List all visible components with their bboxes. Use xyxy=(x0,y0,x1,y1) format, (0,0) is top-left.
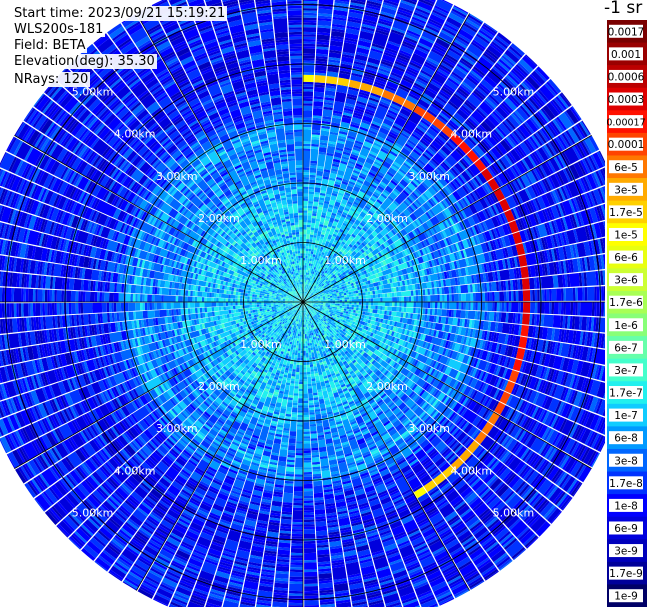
colorbar-tick-label: 1.7e-7 xyxy=(609,388,643,400)
colorbar-tick-bg xyxy=(609,476,643,490)
range-label-4km: 4.00km xyxy=(114,128,156,141)
colorbar-tick-label: 3e-8 xyxy=(614,455,638,467)
colorbar-tick-bg xyxy=(609,544,643,558)
range-label-1km: 1.00km xyxy=(240,338,282,351)
colorbar-tick-label: 1e-8 xyxy=(614,500,638,512)
range-label-5km: 5.00km xyxy=(72,506,114,519)
colorbar-tick-bg xyxy=(609,431,643,445)
range-label-5km: 5.00km xyxy=(493,506,535,519)
colorbar-tick-label: 0.0006 xyxy=(608,71,645,83)
colorbar-tick-bg xyxy=(609,160,643,174)
range-label-3km: 3.00km xyxy=(156,422,198,435)
colorbar-tick-label: 6e-7 xyxy=(614,342,638,354)
radial-lines xyxy=(0,0,605,607)
elevation-label: Elevation(deg): 35.30 xyxy=(12,54,157,69)
colorbar-tick-label: 1e-6 xyxy=(614,320,638,332)
colorbar-tick-label: 1e-7 xyxy=(614,410,638,422)
colorbar-tick-bg xyxy=(609,69,643,83)
colorbar-tick-label: 6e-8 xyxy=(614,433,638,445)
colorbar-tick-bg xyxy=(609,24,643,38)
colorbar-tick-bg xyxy=(609,453,643,467)
range-label-3km: 3.00km xyxy=(156,170,198,183)
colorbar-tick-bg xyxy=(609,363,643,377)
colorbar-tick-bg xyxy=(609,250,643,264)
range-label-1km: 1.00km xyxy=(324,254,366,267)
colorbar-tick-label: 0.0003 xyxy=(608,94,645,106)
radial-line-330deg xyxy=(136,13,304,303)
beta-sectors xyxy=(0,0,605,607)
colorbar-tick-bg xyxy=(609,115,643,129)
range-label-5km: 5.00km xyxy=(72,86,114,99)
colorbar-tick-label: 3e-6 xyxy=(614,275,638,287)
colorbar-tick-label: 6e-9 xyxy=(614,523,638,535)
colorbar: 0.0017 0.001 0.0006 0.0003 0.00017 0.0001 6e-5… xyxy=(607,20,647,607)
colorbar-tick-bg xyxy=(609,182,643,196)
colorbar-tick-label: 3e-7 xyxy=(614,365,638,377)
ppi-polar-plot: 1.00km 2.00km 3.00km 4.00km 5.00km 1.00km 2.00… xyxy=(0,0,605,607)
colorbar-tick-bg xyxy=(609,386,643,400)
colorbar-tick-label: 0.0001 xyxy=(608,139,645,151)
radial-line-240deg xyxy=(14,301,304,469)
colorbar-tick-label: 1.7e-8 xyxy=(609,478,643,490)
colorbar-tick-bg xyxy=(609,408,643,422)
range-label-2km: 2.00km xyxy=(366,380,408,393)
colorbar-tick-bg xyxy=(609,47,643,61)
colorbar-tick-bg xyxy=(609,498,643,512)
range-label-2km: 2.00km xyxy=(366,212,408,225)
colorbar-tick-label: 6e-6 xyxy=(614,252,638,264)
start-time-label: Start time: 2023/09/21 15:19:21 xyxy=(12,6,228,21)
range-labels: 1.00km 2.00km 3.00km 4.00km 5.00km 1.00km 2.00… xyxy=(72,86,534,520)
radial-line-60deg xyxy=(302,135,592,303)
radial-line-210deg xyxy=(136,301,304,591)
range-label-4km: 4.00km xyxy=(451,464,493,477)
range-label-1km: 1.00km xyxy=(324,338,366,351)
field-label: Field: BETA xyxy=(12,38,88,53)
colorbar-tick-bg xyxy=(609,521,643,535)
colorbar-tick-label: 1.7e-5 xyxy=(609,207,643,219)
colorbar-tick-label: 6e-5 xyxy=(614,162,638,174)
colorbar-tick-label: 3e-9 xyxy=(614,546,638,558)
colorbar-tick-bg xyxy=(609,566,643,580)
range-label-4km: 4.00km xyxy=(114,464,156,477)
colorbar-tick-label: 1e-9 xyxy=(614,591,638,603)
colorbar-tick-bg xyxy=(609,205,643,219)
radial-line-150deg xyxy=(302,301,470,591)
range-label-2km: 2.00km xyxy=(198,212,240,225)
colorbar-tick-bg xyxy=(609,589,643,603)
colorbar-tick-label: 1.7e-9 xyxy=(609,568,643,580)
range-label-4km: 4.00km xyxy=(451,128,493,141)
colorbar-tick-bg xyxy=(609,318,643,332)
colorbar-tick-label: 0.001 xyxy=(611,49,641,61)
colorbar-tick-bg xyxy=(609,295,643,309)
radial-line-300deg xyxy=(14,135,304,303)
colorbar-tick-label: 1.7e-6 xyxy=(609,297,643,309)
range-label-2km: 2.00km xyxy=(198,380,240,393)
range-label-5km: 5.00km xyxy=(493,86,535,99)
range-label-3km: 3.00km xyxy=(408,422,450,435)
range-label-3km: 3.00km xyxy=(408,170,450,183)
colorbar-tick-label: 0.00017 xyxy=(607,118,646,129)
radial-line-120deg xyxy=(302,301,592,469)
colorbar-unit: -1 sr xyxy=(604,0,643,18)
radial-line-30deg xyxy=(302,13,470,303)
range-label-1km: 1.00km xyxy=(240,254,282,267)
instrument-label: WLS200s-181 xyxy=(12,22,106,37)
colorbar-tick-label: 3e-5 xyxy=(614,184,638,196)
colorbar-tick-bg xyxy=(609,227,643,241)
colorbar-tick-bg xyxy=(609,273,643,287)
colorbar-tick-label: 1e-5 xyxy=(614,229,638,241)
colorbar-tick-bg xyxy=(609,340,643,354)
colorbar-tick-bg xyxy=(609,92,643,106)
nrays-label: NRays: 120 xyxy=(12,72,91,87)
colorbar-tick-bg xyxy=(609,137,643,151)
colorbar-tick-label: 0.0017 xyxy=(608,26,645,38)
